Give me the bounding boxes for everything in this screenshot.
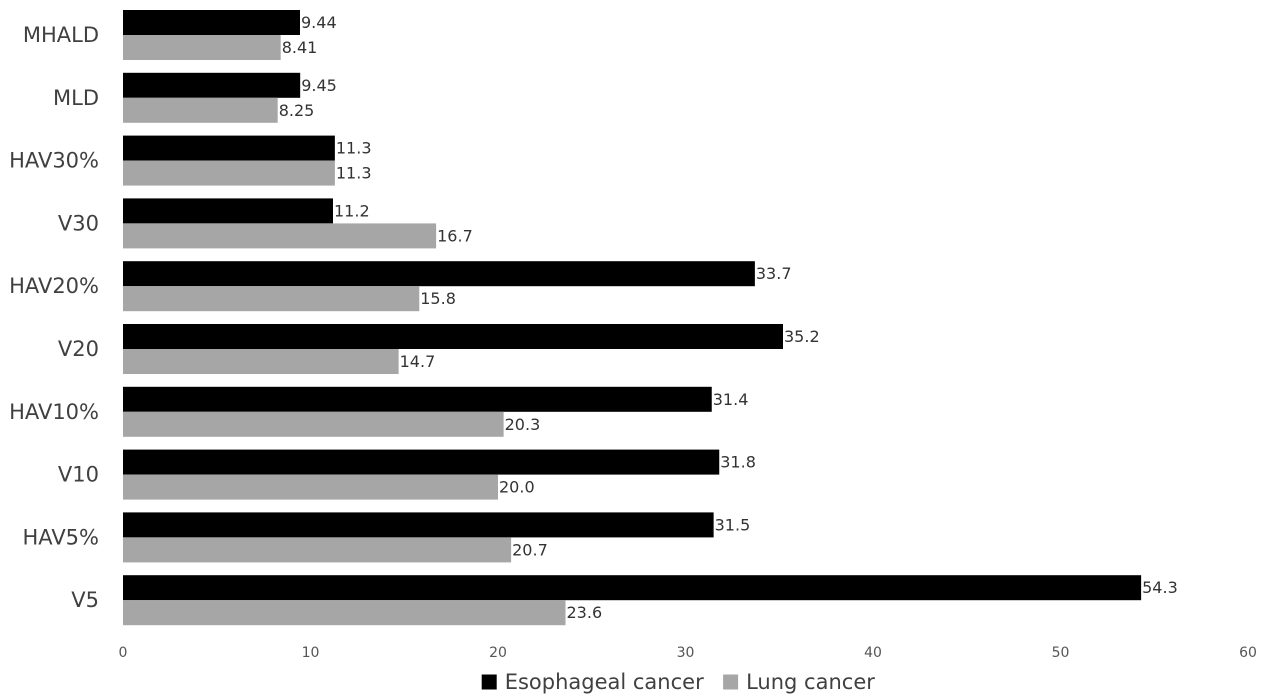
x-tick-label-0: 0 (119, 645, 128, 661)
value-label-esophageal-cancer-mhald: 9.44 (301, 13, 337, 32)
bar-esophageal-cancer-hav20pct (123, 261, 755, 287)
bar-lung-cancer-v20 (123, 349, 399, 374)
bar-lung-cancer-v10 (123, 474, 498, 500)
value-label-lung-cancer-mhald: 8.41 (282, 38, 318, 57)
bar-esophageal-cancer-hav30pct (123, 135, 335, 161)
value-label-lung-cancer-v20: 14.7 (400, 352, 436, 371)
value-label-lung-cancer-v10: 20.0 (499, 478, 535, 497)
value-label-esophageal-cancer-v10: 31.8 (720, 453, 756, 472)
category-label-mhald: MHALD (23, 23, 99, 47)
bar-lung-cancer-hav30pct (123, 160, 335, 186)
x-tick-label-60: 60 (1239, 645, 1257, 661)
value-label-esophageal-cancer-hav20pct: 33.7 (756, 264, 792, 283)
bar-lung-cancer-v30 (123, 223, 437, 249)
x-tick-label-50: 50 (1052, 645, 1070, 661)
category-label-mld: MLD (53, 86, 99, 110)
bar-esophageal-cancer-v30 (123, 198, 333, 224)
bar-esophageal-cancer-mld (123, 72, 301, 98)
bar-esophageal-cancer-hav10pct (123, 386, 712, 412)
bar-lung-cancer-hav10pct (123, 411, 504, 437)
value-label-lung-cancer-hav30pct: 11.3 (336, 164, 372, 183)
bar-lung-cancer-mld (123, 97, 278, 123)
category-label-v20: V20 (58, 337, 99, 361)
bar-esophageal-cancer-v10 (123, 449, 720, 475)
x-tick-label-30: 30 (677, 645, 695, 661)
legend-label-lung-cancer: Lung cancer (746, 670, 875, 694)
legend-swatch-esophageal-cancer (481, 674, 497, 690)
category-label-hav5pct: HAV5% (23, 525, 100, 549)
value-label-esophageal-cancer-hav30pct: 11.3 (336, 139, 372, 158)
category-label-v5: V5 (71, 588, 99, 612)
legend-label-esophageal-cancer: Esophageal cancer (505, 670, 704, 694)
bars-layer: 9.44 8.41 9.45 8.25 11.3 11.3 11.2 16.7 33.7 15.8… (123, 10, 1178, 626)
value-label-esophageal-cancer-hav5pct: 31.5 (715, 515, 751, 534)
legend-swatch-lung-cancer (723, 674, 739, 690)
value-label-lung-cancer-v30: 16.7 (437, 226, 473, 245)
bar-esophageal-cancer-mhald (123, 10, 300, 35)
bar-lung-cancer-mhald (123, 35, 281, 60)
category-label-v10: V10 (58, 463, 99, 487)
category-label-hav10pct: HAV10% (9, 400, 99, 424)
bar-esophageal-cancer-v20 (123, 324, 783, 349)
value-label-esophageal-cancer-v20: 35.2 (784, 327, 820, 346)
category-label-hav20pct: HAV20% (9, 274, 99, 298)
bar-lung-cancer-hav5pct (123, 537, 512, 563)
value-label-lung-cancer-mld: 8.25 (279, 101, 315, 120)
value-label-lung-cancer-hav20pct: 15.8 (420, 289, 456, 308)
bar-lung-cancer-hav20pct (123, 286, 420, 312)
value-label-lung-cancer-v5: 23.6 (567, 603, 603, 622)
value-label-esophageal-cancer-v5: 54.3 (1142, 578, 1178, 597)
value-label-esophageal-cancer-hav10pct: 31.4 (713, 390, 749, 409)
bar-lung-cancer-v5 (123, 600, 566, 626)
value-label-esophageal-cancer-v30: 11.2 (334, 201, 370, 220)
legend: Esophageal cancer Lung cancer (481, 670, 875, 694)
x-tick-label-10: 10 (302, 645, 320, 661)
bar-esophageal-cancer-hav5pct (123, 512, 714, 538)
category-label-hav30pct: HAV30% (9, 149, 99, 173)
value-label-lung-cancer-hav10pct: 20.3 (505, 415, 541, 434)
category-label-v30: V30 (58, 211, 99, 235)
bar-esophageal-cancer-v5 (123, 575, 1142, 601)
x-tick-label-20: 20 (489, 645, 507, 661)
value-label-lung-cancer-hav5pct: 20.7 (512, 540, 548, 559)
x-tick-label-40: 40 (864, 645, 882, 661)
axis-layer: MHALD MLD HAV30% V30 HAV20% V20 HAV10% V10 HAV5%… (9, 23, 1257, 661)
value-label-esophageal-cancer-mld: 9.45 (301, 76, 337, 95)
